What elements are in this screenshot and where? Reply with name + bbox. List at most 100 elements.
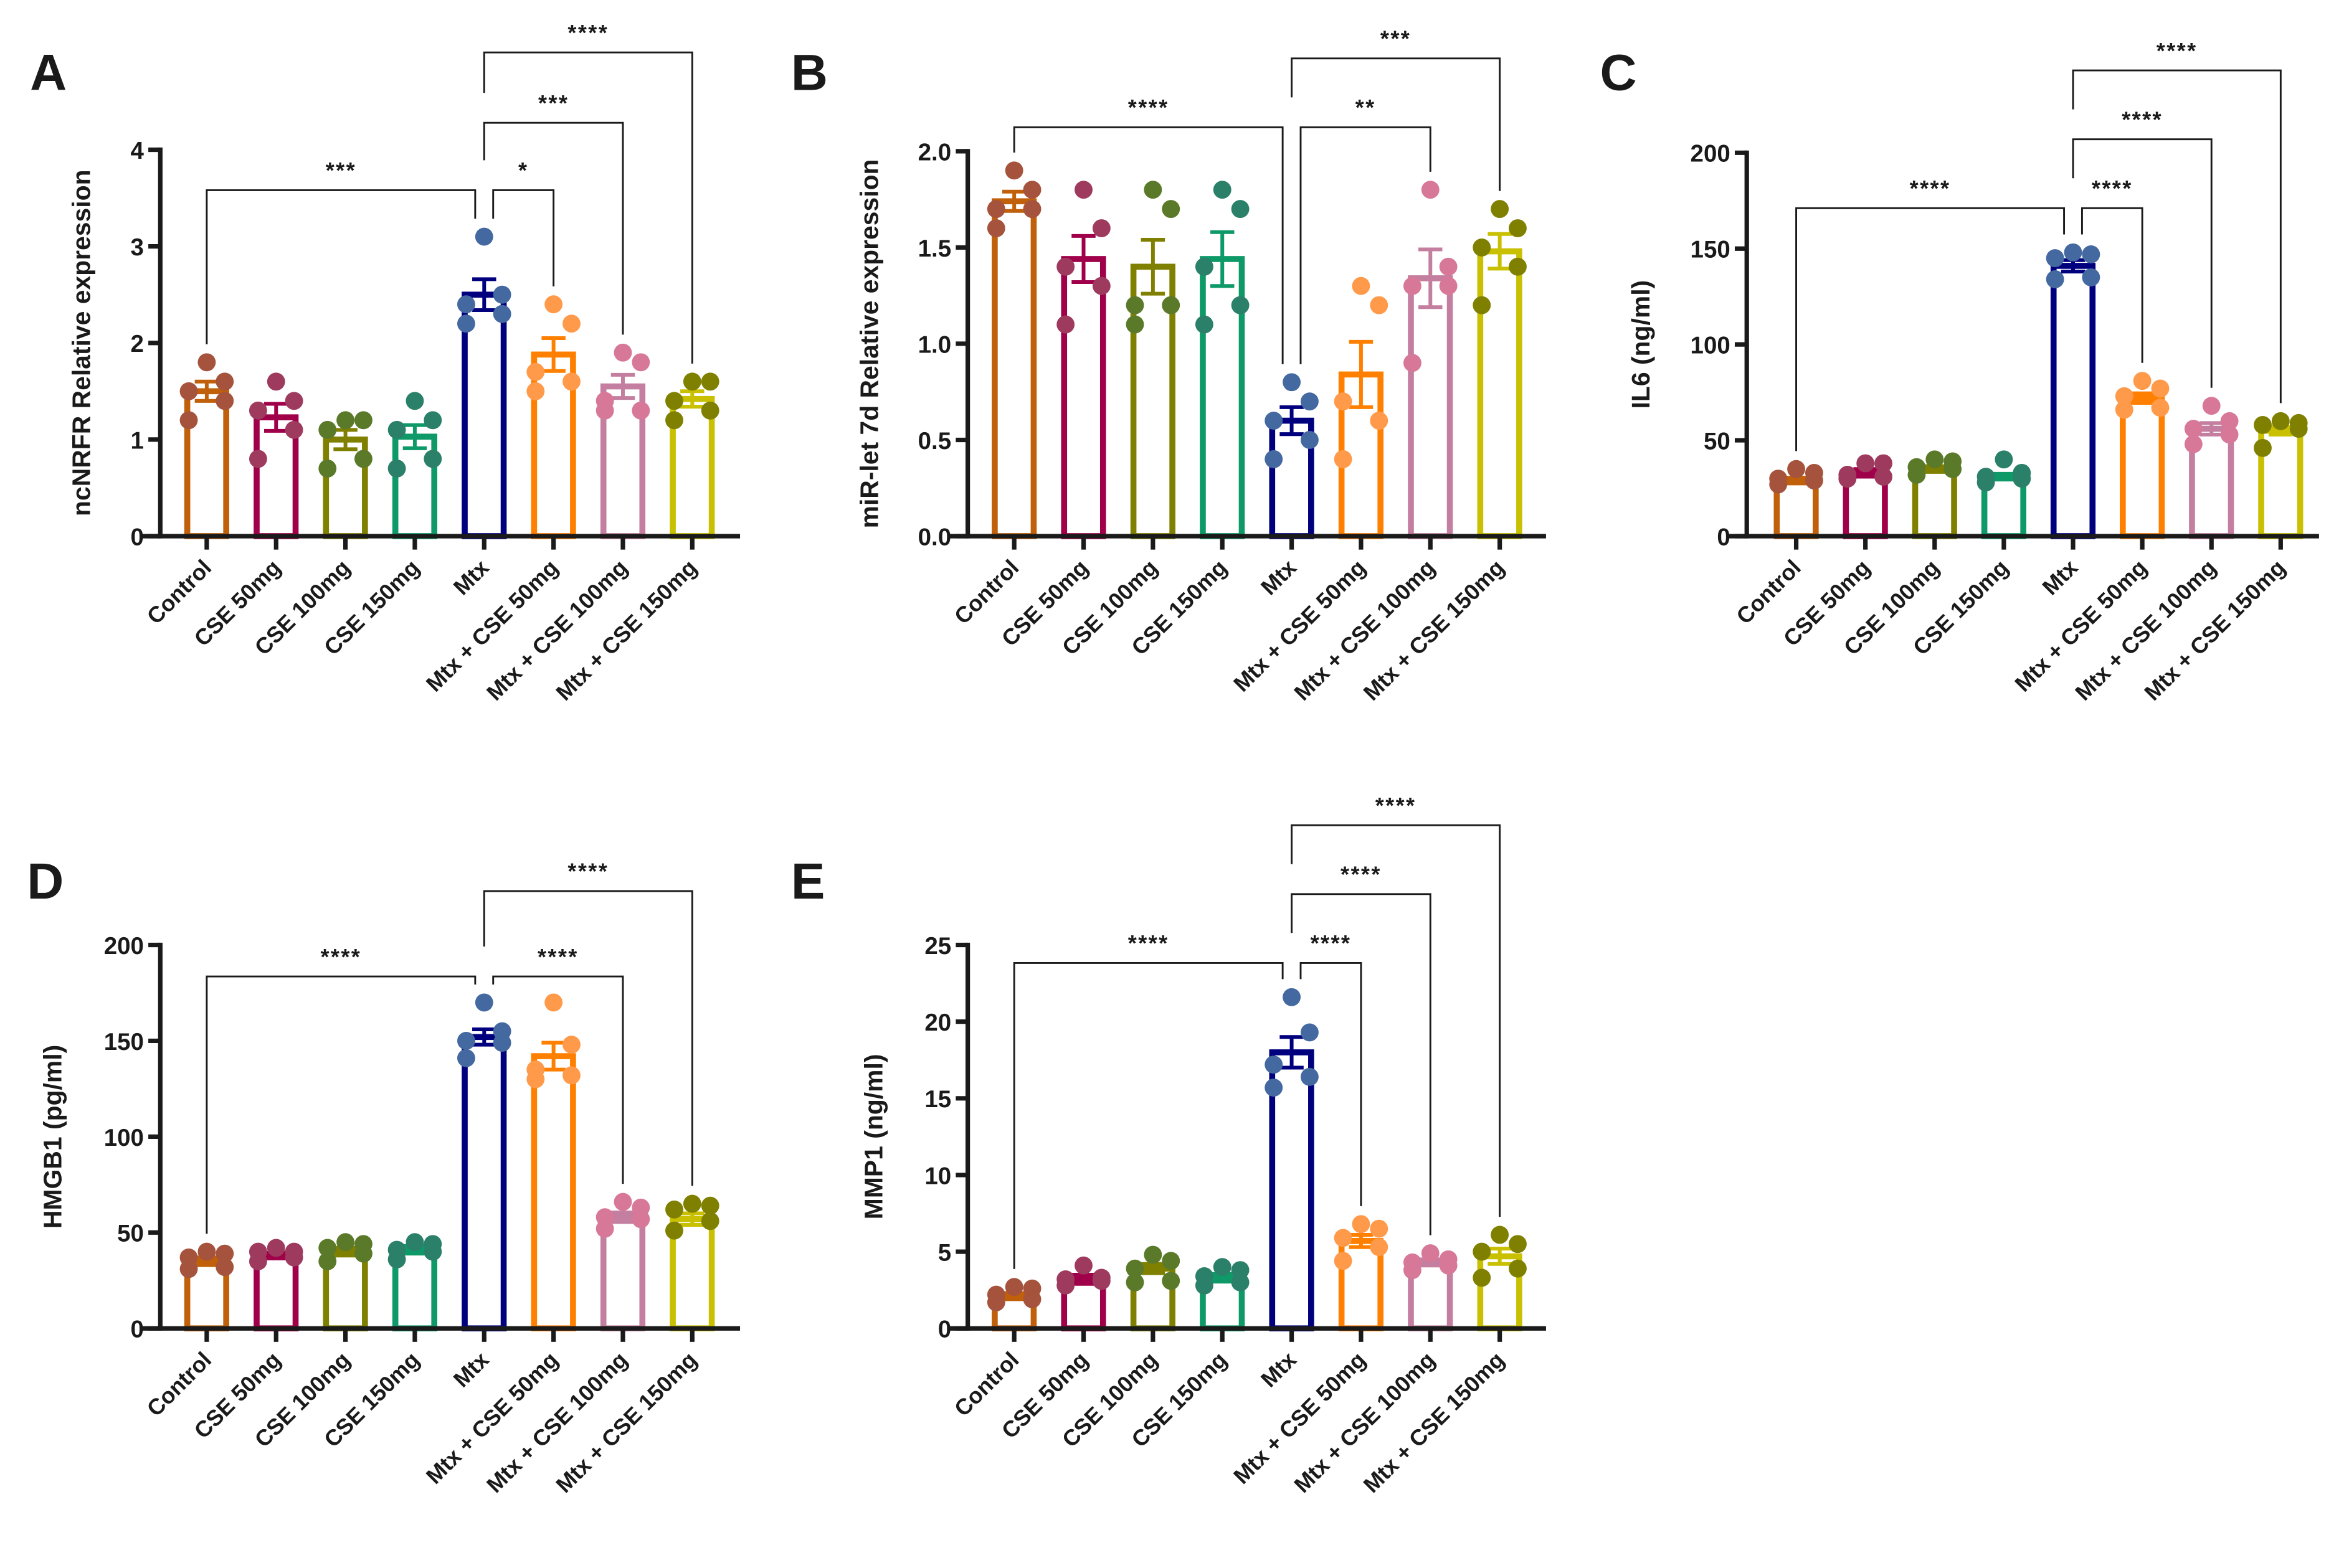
data-point xyxy=(1787,460,1805,478)
data-point xyxy=(2133,372,2152,390)
significance-bracket xyxy=(1013,126,1284,364)
data-point xyxy=(2151,399,2170,417)
data-point xyxy=(493,285,511,304)
data-point xyxy=(318,1252,337,1270)
data-point xyxy=(701,372,719,391)
panel-letter: D xyxy=(27,853,64,910)
data-point xyxy=(1213,181,1231,199)
data-point xyxy=(475,227,493,246)
significance-label: **** xyxy=(1375,793,1417,818)
significance-label: **** xyxy=(1311,930,1352,956)
data-point xyxy=(2013,470,2031,488)
data-point xyxy=(1092,219,1111,237)
significance-label: **** xyxy=(1128,930,1169,956)
significance-bracket xyxy=(1291,893,1431,1235)
y-tick-label: 4 xyxy=(130,138,144,164)
data-point xyxy=(544,295,563,314)
data-point xyxy=(216,372,234,391)
y-tick-label: 10 xyxy=(924,1163,951,1189)
y-axis-title: miR-let 7d Relative expression xyxy=(855,159,883,528)
data-point xyxy=(1509,257,1527,276)
y-tick-label: 50 xyxy=(117,1221,144,1247)
x-tick-label: Mtx xyxy=(448,1347,494,1392)
data-point xyxy=(1334,1252,1352,1270)
data-point xyxy=(1195,257,1213,276)
data-point xyxy=(1925,450,1944,469)
data-point xyxy=(614,343,632,362)
significance-label: **** xyxy=(567,20,609,45)
data-point xyxy=(526,382,545,400)
x-tick-label: Mtx xyxy=(1256,555,1301,600)
y-tick-label: 2.0 xyxy=(918,139,951,166)
data-point xyxy=(1352,276,1370,295)
y-tick-label: 2 xyxy=(130,331,143,357)
data-point xyxy=(267,372,285,391)
data-point xyxy=(1473,1242,1491,1261)
significance-label: **** xyxy=(1341,862,1382,887)
data-point xyxy=(526,362,545,381)
data-point xyxy=(493,305,511,323)
data-point xyxy=(1334,1229,1352,1247)
significance-label: **** xyxy=(1128,95,1169,120)
y-tick-label: 100 xyxy=(104,1125,144,1151)
significance-bracket xyxy=(1299,126,1431,364)
y-tick-label: 15 xyxy=(924,1086,951,1113)
data-point xyxy=(1126,296,1144,314)
significance-label: **** xyxy=(2092,176,2133,201)
data-point xyxy=(457,314,475,333)
significance-bracket xyxy=(1299,961,1362,1206)
data-point xyxy=(1075,181,1093,199)
panel-letter: E xyxy=(791,853,825,910)
data-point xyxy=(2046,249,2064,268)
data-point xyxy=(1265,412,1283,430)
data-point xyxy=(1126,1259,1144,1278)
data-point xyxy=(2184,420,2203,438)
data-point xyxy=(1473,296,1491,314)
data-point xyxy=(2151,379,2170,398)
data-point xyxy=(1439,276,1458,295)
data-point xyxy=(285,392,303,410)
data-point xyxy=(1231,1273,1250,1292)
data-point xyxy=(1509,1235,1527,1254)
data-point xyxy=(1265,1079,1283,1097)
data-point xyxy=(562,1036,581,1054)
data-point xyxy=(197,353,216,372)
significance-label: *** xyxy=(326,158,356,183)
data-point xyxy=(632,401,650,420)
y-tick-label: 100 xyxy=(1691,333,1730,359)
data-point xyxy=(1403,1261,1421,1280)
data-point xyxy=(1473,238,1491,257)
bar xyxy=(992,198,1037,539)
data-point xyxy=(285,1248,303,1267)
y-tick-label: 0 xyxy=(1717,524,1730,550)
data-point xyxy=(1421,181,1440,199)
y-tick-label: 150 xyxy=(104,1029,144,1056)
y-tick-label: 1.5 xyxy=(918,235,951,262)
significance-bracket xyxy=(1795,207,2066,451)
data-point xyxy=(1874,468,1892,486)
y-tick-label: 0 xyxy=(130,1316,143,1343)
data-point xyxy=(336,411,355,430)
bar xyxy=(531,1053,576,1332)
data-point xyxy=(1231,296,1250,314)
data-point xyxy=(1509,219,1527,237)
data-point xyxy=(1056,315,1075,334)
data-point xyxy=(2202,397,2221,415)
data-point xyxy=(683,372,701,391)
data-point xyxy=(701,1212,719,1230)
y-tick-label: 50 xyxy=(1704,428,1730,455)
data-point xyxy=(475,993,493,1012)
data-point xyxy=(562,314,581,333)
data-point xyxy=(1283,988,1301,1006)
data-point xyxy=(285,420,303,439)
bar xyxy=(1061,256,1106,539)
data-point xyxy=(336,1233,355,1252)
data-point xyxy=(2271,412,2290,430)
data-point xyxy=(2220,412,2239,430)
data-point xyxy=(2082,268,2100,286)
data-point xyxy=(424,411,442,430)
data-point xyxy=(1126,1273,1144,1292)
